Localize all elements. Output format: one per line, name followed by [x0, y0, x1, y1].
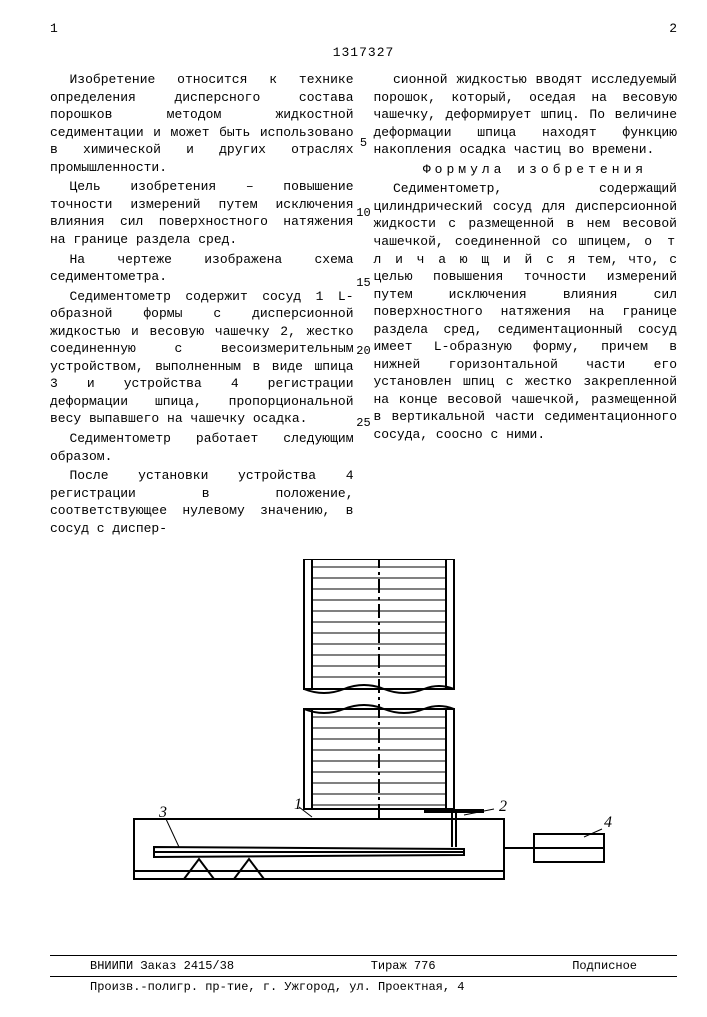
- line-num: 25: [354, 415, 374, 431]
- figure-label-2: 2: [499, 798, 507, 815]
- footer-order: ВНИИПИ Заказ 2415/38: [90, 958, 234, 974]
- figure: 1 2 3 4: [50, 559, 677, 925]
- col1-p3: На чертеже изображена схема седиментомет…: [50, 251, 354, 286]
- figure-label-4: 4: [604, 814, 612, 831]
- col1-p1: Изобретение относится к технике определе…: [50, 71, 354, 176]
- line-num: 10: [354, 205, 374, 221]
- col1-p2: Цель изобретения – повышение точности из…: [50, 178, 354, 248]
- page-num-right: 2: [669, 20, 677, 38]
- formula-title: Формула изобретения: [374, 161, 678, 179]
- column-left: Изобретение относится к технике определе…: [50, 71, 354, 539]
- footer-tirazh: Тираж 776: [371, 958, 436, 974]
- footer-sign: Подписное: [572, 958, 637, 974]
- col1-p4: Седиментометр содержит сосуд 1 L-образно…: [50, 288, 354, 428]
- figure-label-1: 1: [294, 796, 302, 813]
- col1-p5: Седиментометр работает следующим образом…: [50, 430, 354, 465]
- patent-number: 1317327: [50, 44, 677, 62]
- page-num-left: 1: [50, 20, 58, 38]
- line-num: 5: [354, 135, 374, 151]
- claim-part-b: тем, что, с целью повышения точности изм…: [374, 252, 678, 442]
- col1-p6: После установки устройства 4 регистрации…: [50, 467, 354, 537]
- figure-svg: 1 2 3 4: [104, 559, 624, 919]
- line-num: 20: [354, 343, 374, 359]
- claim-part-a: Седиментометр, содержащий цилиндрический…: [374, 181, 678, 249]
- footer-addr: Произв.-полигр. пр-тие, г. Ужгород, ул. …: [50, 977, 677, 997]
- footer: ВНИИПИ Заказ 2415/38 Тираж 776 Подписное…: [50, 955, 677, 997]
- col2-p1: сионной жидкостью вводят исследуемый пор…: [374, 71, 678, 159]
- col2-claim: Седиментометр, содержащий цилиндрический…: [374, 180, 678, 443]
- figure-label-3: 3: [158, 804, 167, 821]
- line-num: 15: [354, 275, 374, 291]
- column-right: сионной жидкостью вводят исследуемый пор…: [374, 71, 678, 539]
